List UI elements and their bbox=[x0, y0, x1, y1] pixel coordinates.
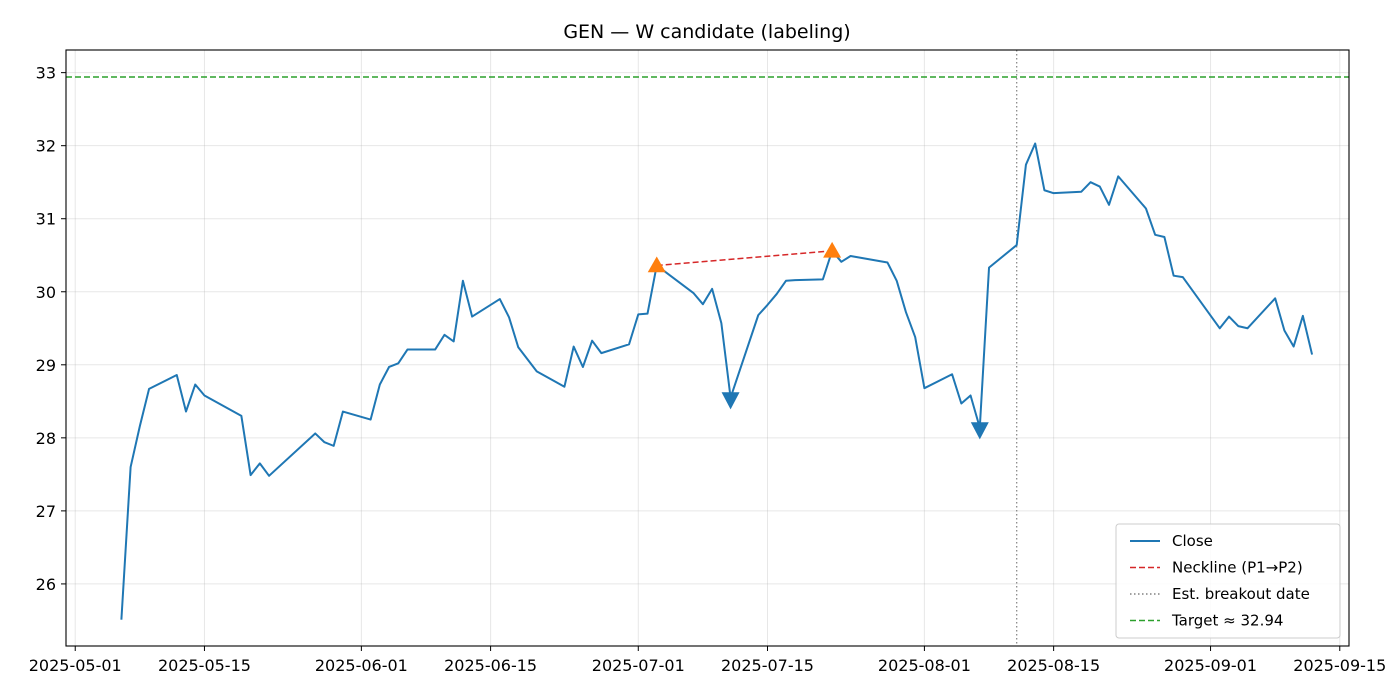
x-tick-label: 2025-09-15 bbox=[1293, 656, 1386, 675]
x-tick-label: 2025-08-15 bbox=[1007, 656, 1100, 675]
legend-label: Close bbox=[1172, 532, 1213, 550]
y-tick-label: 30 bbox=[36, 283, 56, 302]
y-tick-label: 29 bbox=[36, 356, 56, 375]
legend-label: Neckline (P1→P2) bbox=[1172, 559, 1303, 577]
plot-frame bbox=[65, 49, 1350, 647]
x-axis: 2025-05-01 2025-05-15 2025-06-01 2025-06-15… bbox=[29, 646, 1386, 675]
trough-marker bbox=[970, 422, 989, 440]
x-tick-label: 2025-06-01 bbox=[315, 656, 408, 675]
neckline-series-line bbox=[656, 250, 833, 267]
markers bbox=[647, 241, 989, 440]
grid bbox=[66, 50, 1349, 646]
y-tick-label: 27 bbox=[36, 502, 56, 521]
legend-label: Target ≈ 32.94 bbox=[1171, 612, 1283, 630]
y-axis: 26 27 28 29 30 31 32 33 bbox=[36, 64, 66, 594]
peak-marker bbox=[647, 256, 666, 273]
x-tick-label: 2025-06-15 bbox=[444, 656, 537, 675]
x-tick-label: 2025-08-01 bbox=[878, 656, 971, 675]
chart-title: GEN — W candidate (labeling) bbox=[563, 21, 850, 43]
y-tick-label: 33 bbox=[36, 64, 56, 83]
y-tick-label: 32 bbox=[36, 137, 56, 156]
legend: Close Neckline (P1→P2) Est. breakout date T… bbox=[1115, 523, 1341, 639]
reference-lines bbox=[66, 50, 1349, 646]
x-tick-label: 2025-07-01 bbox=[592, 656, 685, 675]
x-tick-label: 2025-09-01 bbox=[1164, 656, 1257, 675]
y-tick-label: 31 bbox=[36, 210, 56, 229]
legend-label: Est. breakout date bbox=[1172, 585, 1310, 603]
x-tick-label: 2025-05-01 bbox=[29, 656, 122, 675]
y-tick-label: 26 bbox=[36, 575, 56, 594]
peak-marker bbox=[823, 241, 842, 258]
y-tick-label: 28 bbox=[36, 429, 56, 448]
trough-marker bbox=[721, 392, 740, 410]
x-tick-label: 2025-07-15 bbox=[721, 656, 814, 675]
legend-box bbox=[1115, 523, 1341, 639]
x-tick-label: 2025-05-15 bbox=[158, 656, 251, 675]
